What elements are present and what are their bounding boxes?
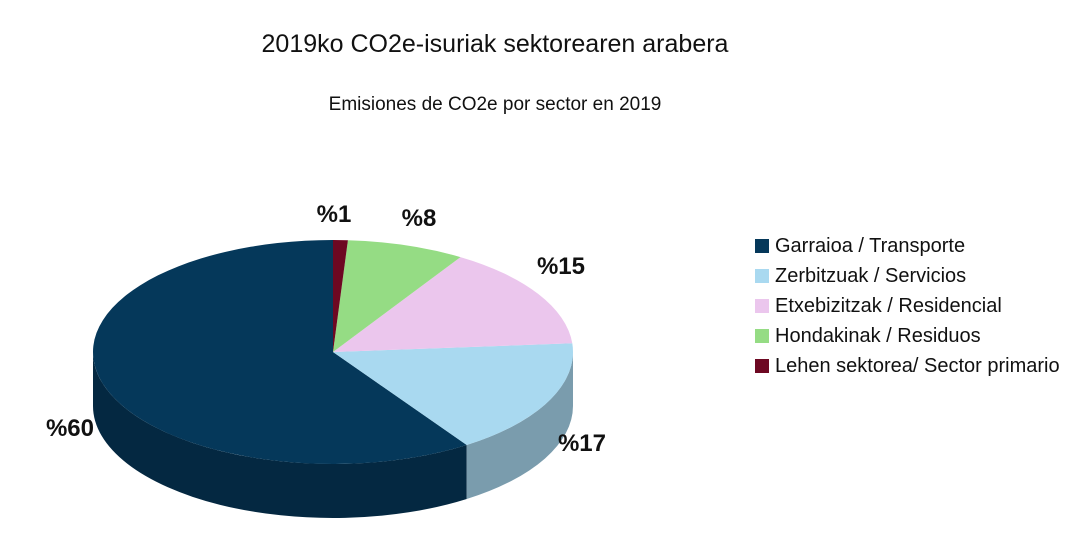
pie-slice-residential (333, 257, 573, 352)
legend-swatch-residential (755, 299, 769, 313)
pie-side-transport (93, 352, 467, 518)
pie-slice-waste (333, 240, 461, 352)
legend-swatch-services (755, 269, 769, 283)
pie-slice-transport (92, 240, 467, 464)
legend-label-services: Zerbitzuak / Servicios (775, 265, 967, 287)
chart-legend: Garraioa / Transporte Zerbitzuak / Servi… (755, 234, 1075, 384)
pie-slice-primary-sector (333, 240, 348, 352)
legend-label-residential: Etxebizitzak / Residencial (775, 295, 1002, 317)
legend-label-transport: Garraioa / Transporte (775, 235, 966, 257)
pie-side-services (466, 352, 573, 500)
pie-slice-services (333, 343, 573, 446)
legend-item-residential: Etxebizitzak / Residencial (755, 294, 1075, 318)
data-label-services: %17 (558, 430, 606, 457)
data-label-residential: %15 (537, 253, 585, 280)
legend-item-services: Zerbitzuak / Servicios (755, 264, 1075, 288)
chart-title: 2019ko CO2e-isuriak sektorearen arabera (261, 30, 729, 58)
legend-item-waste: Hondakinak / Residuos (755, 324, 1075, 348)
legend-swatch-waste (755, 329, 769, 343)
legend-item-transport: Garraioa / Transporte (755, 234, 1075, 258)
legend-item-primary-sector: Lehen sektorea/ Sector primario (755, 354, 1075, 378)
legend-swatch-primary-sector (755, 359, 769, 373)
data-label-primary-sector: %1 (317, 201, 352, 228)
legend-label-waste: Hondakinak / Residuos (775, 325, 981, 347)
chart-subtitle: Emisiones de CO2e por sector en 2019 (328, 94, 662, 115)
data-label-transport: %60 (46, 415, 94, 442)
legend-label-primary-sector: Lehen sektorea/ Sector primario (775, 355, 1060, 377)
legend-swatch-transport (755, 239, 769, 253)
data-label-waste: %8 (402, 205, 437, 232)
